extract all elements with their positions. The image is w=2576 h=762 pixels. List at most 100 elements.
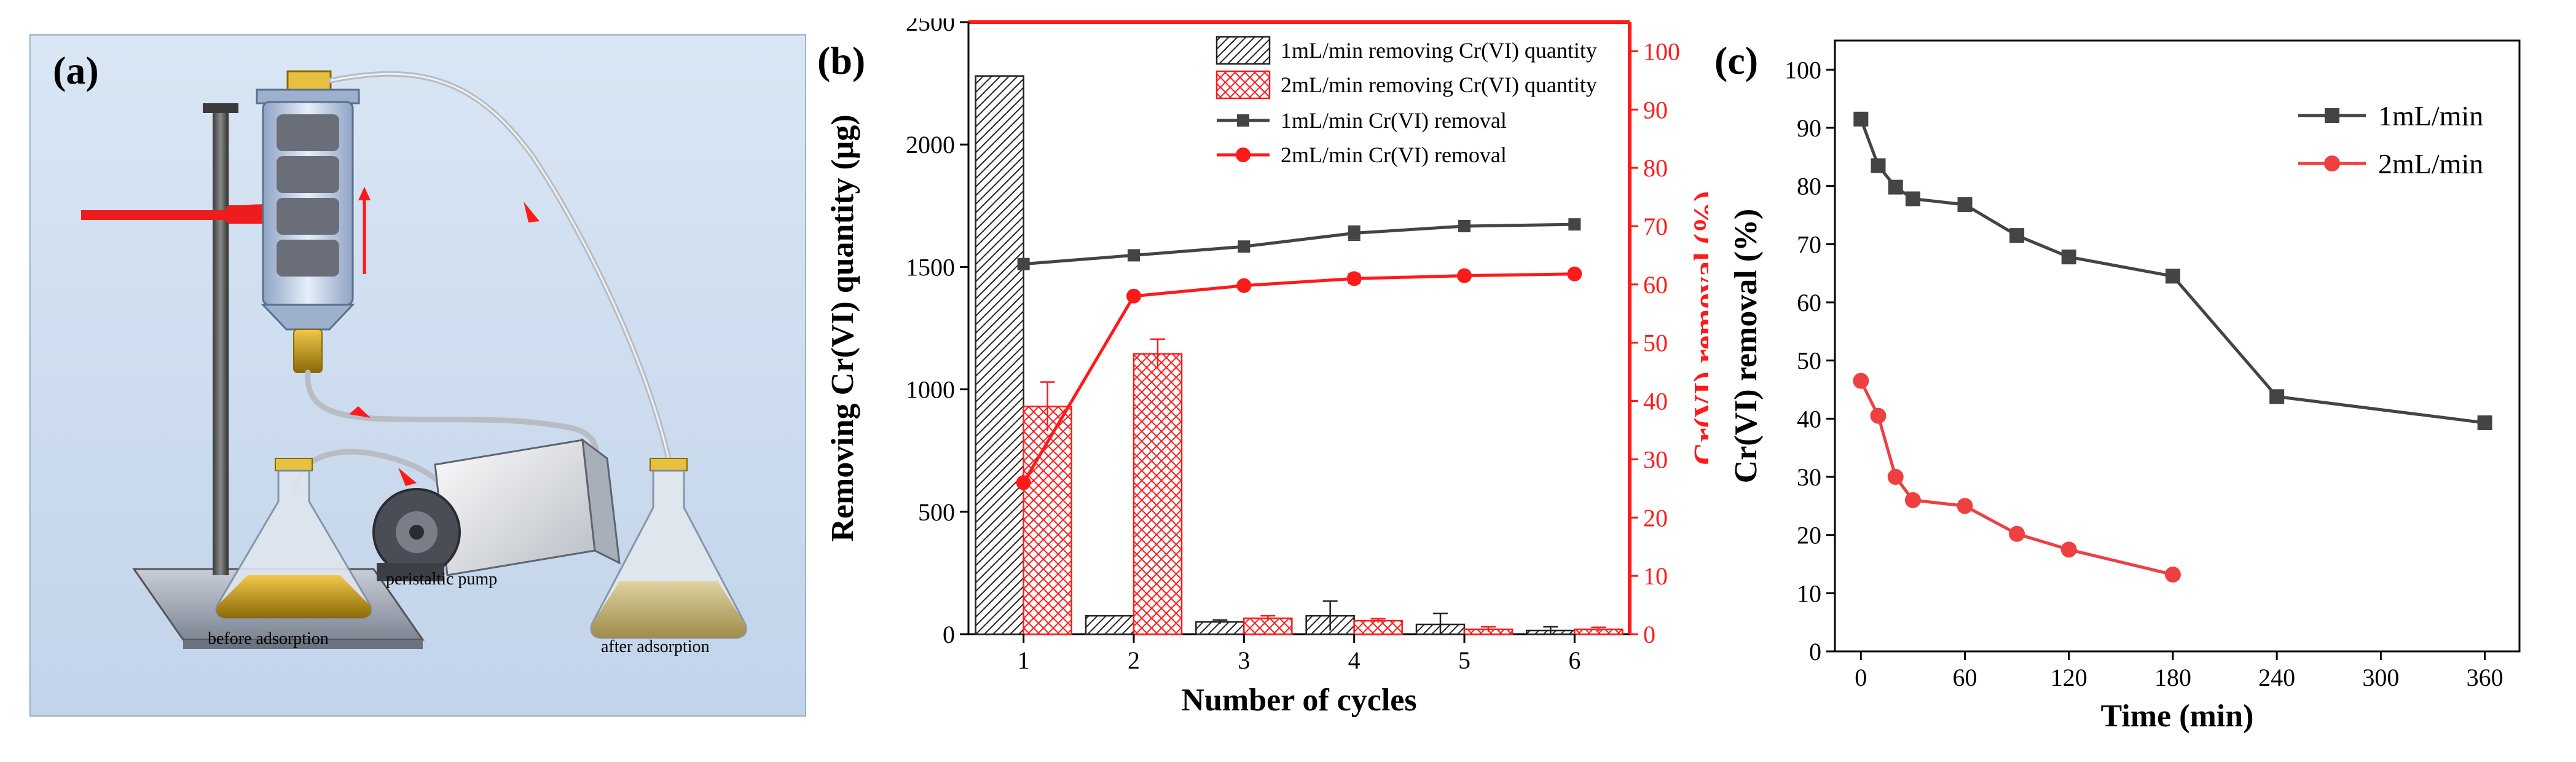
data-point-square — [1348, 227, 1361, 240]
x-tick-label: 180 — [2154, 664, 2191, 691]
data-point-square — [2269, 389, 2285, 404]
adsorption-column-icon — [256, 70, 360, 373]
chart-time: (c) 0 10 20 30 40 50 60 70 80 90 100 0 60 120 180 240 30… — [1714, 39, 2521, 734]
panel-c-letter: (c) — [1714, 39, 1758, 82]
apparatus-illustration: (a) — [28, 33, 807, 718]
label-before-adsorption: before adsorption — [208, 629, 329, 648]
bar — [1085, 615, 1135, 635]
y2-tick-label: 50 — [1643, 329, 1668, 357]
y-tick-label: 30 — [1797, 463, 1821, 491]
data-point-square — [1458, 220, 1471, 232]
x-tick-label: 3 — [1238, 646, 1250, 674]
data-point-square — [1871, 158, 1886, 173]
y-tick-label: 50 — [1797, 347, 1821, 375]
y-tick-label: 10 — [1797, 579, 1821, 607]
x-tick-label: 240 — [2258, 664, 2295, 691]
panel-a: (a) — [28, 33, 807, 718]
legend-label: 1mL/min — [2378, 100, 2483, 132]
y2-tick-label: 20 — [1643, 504, 1668, 532]
data-point-circle — [1016, 475, 1031, 490]
flow-direction-arrow-icon — [358, 187, 371, 274]
chart-b-legend: 1mL/min removing Cr(VI) quantity 2mL/min … — [1215, 36, 1597, 167]
chart-c-lines — [1853, 111, 2492, 583]
panel-a-letter: (a) — [53, 49, 99, 92]
data-point-square — [2165, 269, 2180, 284]
data-point-square — [2477, 415, 2492, 430]
data-point-circle — [1457, 268, 1472, 283]
flow-arrows — [349, 202, 540, 486]
x-tick-label: 360 — [2467, 664, 2503, 691]
data-point-circle — [1126, 288, 1141, 304]
data-point-square — [2009, 228, 2025, 243]
y2-tick-label: 90 — [1643, 96, 1668, 124]
data-point-square — [2061, 249, 2076, 265]
retort-stand-icon — [203, 103, 238, 575]
y-tick-label: 500 — [918, 498, 955, 526]
y-tick-label: 80 — [1797, 173, 1821, 200]
legend-marker-square — [1237, 114, 1249, 127]
y-tick-label: 40 — [1797, 405, 1821, 433]
data-point-square — [1905, 191, 1920, 206]
data-point-square — [1888, 179, 1903, 195]
y-tick-label: 0 — [1809, 638, 1821, 666]
y-tick-label: 1000 — [906, 376, 955, 404]
data-point-circle — [2009, 525, 2025, 542]
data-point-circle — [1904, 492, 1921, 508]
y-tick-label: 90 — [1797, 114, 1821, 142]
y2-tick-label: 0 — [1643, 621, 1655, 648]
chart-b-y-axis-title: Removing Cr(VI) quantity (μg) — [825, 114, 860, 541]
y2-tick-label: 40 — [1643, 388, 1668, 415]
chart-c-ticks: 0 10 20 30 40 50 60 70 80 90 100 0 60 120 180 240 300 360 — [1785, 56, 2503, 691]
chart-b-axes — [967, 20, 1632, 635]
legend-label: 1mL/min Cr(VI) removal — [1281, 108, 1507, 133]
y-tick-label: 100 — [1785, 56, 1821, 84]
chart-b-lines — [1016, 218, 1582, 490]
chart-b-y2-axis-title: Cr(VI) removal (%) — [1688, 191, 1708, 466]
y2-tick-label: 80 — [1643, 154, 1668, 182]
y-tick-label: 60 — [1797, 289, 1821, 316]
legend-label: 2mL/min — [2378, 148, 2483, 179]
x-tick-label: 60 — [1953, 664, 1977, 691]
series-line — [1023, 222, 1575, 266]
data-point-square — [1017, 257, 1030, 270]
data-point-square — [1568, 218, 1581, 231]
y2-tick-label: 100 — [1643, 37, 1680, 65]
y2-tick-label: 30 — [1643, 446, 1668, 473]
data-point-circle — [1853, 372, 1869, 389]
data-point-circle — [1870, 407, 1887, 424]
bar — [1243, 617, 1293, 635]
label-after-adsorption: after adsorption — [601, 637, 710, 656]
y2-tick-label: 60 — [1643, 271, 1668, 299]
plot-frame — [1834, 39, 2521, 653]
chart-cycles: (b) 0 500 1000 1500 2000 2500 0 10 20 30 40 50 60 70 8… — [817, 9, 1723, 718]
x-tick-label: 0 — [1855, 664, 1867, 691]
legend-label: 2mL/min removing Cr(VI) quantity — [1281, 73, 1597, 97]
legend-marker-circle — [1236, 147, 1251, 162]
legend-swatch — [1215, 36, 1271, 65]
x-tick-label: 300 — [2362, 664, 2399, 691]
chart-b-bars — [975, 75, 1624, 635]
legend-label: 1mL/min removing Cr(VI) quantity — [1281, 38, 1597, 63]
series-line — [1859, 118, 2485, 425]
chart-c-legend: 1mL/min 2mL/min — [2298, 100, 2483, 179]
x-tick-label: 2 — [1128, 646, 1140, 674]
bar — [1133, 353, 1183, 635]
legend-swatch — [1215, 70, 1271, 100]
x-tick-label: 4 — [1348, 646, 1361, 674]
flask-before-icon — [215, 458, 372, 619]
data-point-square — [1238, 240, 1251, 253]
bar — [975, 75, 1024, 635]
x-tick-label: 6 — [1568, 646, 1581, 674]
y2-tick-label: 70 — [1643, 213, 1668, 240]
data-point-square — [1128, 249, 1140, 262]
chart-c-y-axis-title: Cr(VI) removal (%) — [1729, 209, 1764, 484]
peristaltic-pump-icon — [372, 438, 621, 581]
y-tick-label: 2500 — [906, 18, 955, 36]
data-point-circle — [1957, 498, 1973, 514]
chart-b-ticks: 0 500 1000 1500 2000 2500 0 10 20 30 40 50 60 70 80 90 1… — [906, 9, 1680, 674]
data-point-circle — [1236, 278, 1252, 293]
data-point-circle — [1346, 271, 1362, 286]
data-point-square — [1853, 111, 1869, 127]
y2-tick-label: 10 — [1643, 562, 1668, 590]
legend-label: 2mL/min Cr(VI) removal — [1281, 143, 1507, 167]
